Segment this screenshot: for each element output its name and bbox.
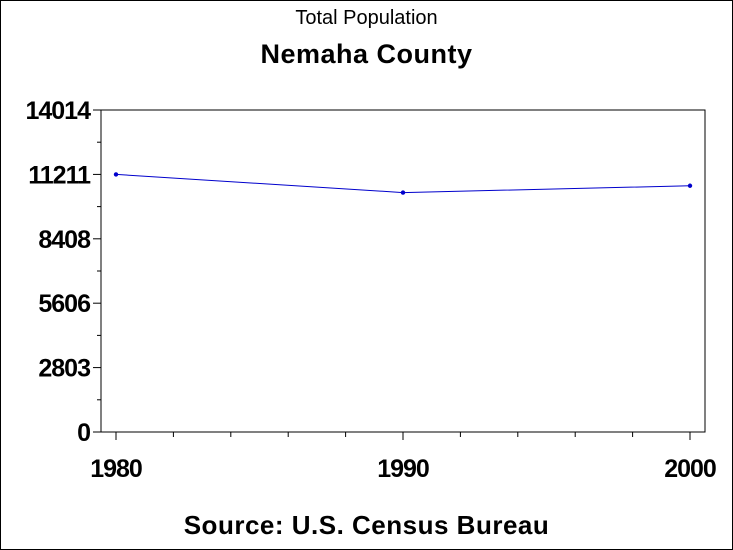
y-tick-label: 11211 [28,161,91,189]
x-tick-label: 2000 [664,455,716,483]
x-axis: 1980 1990 2000 [90,432,717,483]
chart-title: Nemaha County [260,39,473,69]
series-line [115,173,691,194]
plot-area [100,109,706,433]
y-tick-label: 5606 [38,290,90,318]
chart-subtitle: Total Population [295,7,438,29]
data-point [687,183,693,188]
x-tick-label: 1980 [90,455,142,483]
y-tick-label: 0 [77,419,90,447]
data-point [400,190,406,195]
x-tick-label: 1990 [377,455,429,483]
y-tick-label: 8408 [38,226,91,254]
y-tick-label: 2803 [38,355,90,383]
source-note: Source: U.S. Census Bureau [183,510,550,540]
series-layer [113,172,693,195]
data-point [113,172,119,177]
y-axis: 0 2803 5606 8408 11211 14014 [25,97,101,447]
y-tick-label: 14014 [25,97,91,125]
